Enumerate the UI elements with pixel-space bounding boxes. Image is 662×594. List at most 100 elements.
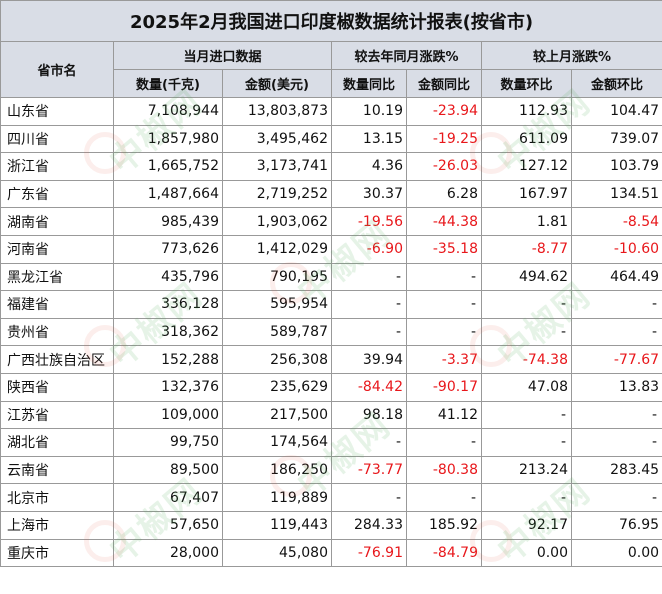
province-cell: 浙江省 bbox=[0, 152, 114, 181]
qty-cell: 318,362 bbox=[113, 317, 223, 347]
qty-yoy-cell: -73.77 bbox=[331, 455, 407, 485]
province-cell: 河南省 bbox=[0, 234, 114, 264]
province-cell: 北京市 bbox=[0, 483, 114, 512]
province-cell: 云南省 bbox=[0, 455, 114, 485]
qty-cell: 773,626 bbox=[113, 234, 223, 264]
amount-yoy-cell: -26.03 bbox=[406, 152, 482, 181]
table-row: 河南省 773,626 1,412,029 -6.90 -35.18 -8.77 -10.6… bbox=[0, 234, 662, 264]
province-cell: 广西壮族自治区 bbox=[0, 345, 114, 374]
table-row: 山东省 7,108,944 13,803,873 10.19 -23.94 112.93 1… bbox=[0, 97, 662, 126]
qty-mom-cell: - bbox=[481, 483, 572, 512]
amount-yoy-cell: - bbox=[406, 317, 482, 347]
amount-cell: 790,195 bbox=[222, 262, 332, 292]
table-row: 江苏省 109,000 217,500 98.18 41.12- - bbox=[0, 400, 662, 430]
qty-mom-cell: 167.97 bbox=[481, 179, 572, 209]
qty-yoy-cell: 30.37 bbox=[331, 179, 407, 209]
header-group-yoy: 较去年同月涨跌% bbox=[331, 41, 482, 70]
qty-mom-cell: 611.09 bbox=[481, 124, 572, 154]
qty-yoy-cell: - bbox=[331, 428, 407, 457]
qty-mom-cell: 0.00 bbox=[481, 538, 572, 568]
amount-mom-cell: - bbox=[570, 290, 662, 319]
header-qty-yoy: 数量同比 bbox=[331, 69, 407, 98]
province-cell: 四川省 bbox=[0, 124, 114, 154]
qty-cell: 7,108,944 bbox=[113, 97, 223, 126]
amount-mom-cell: -10.60 bbox=[570, 234, 662, 264]
province-cell: 黑龙江省 bbox=[0, 262, 114, 292]
table-row: 贵州省 318,362 589,787- - - - bbox=[0, 317, 662, 347]
qty-yoy-cell: - bbox=[331, 483, 407, 512]
amount-cell: 589,787 bbox=[222, 317, 332, 347]
header-group-mom: 较上月涨跌% bbox=[480, 41, 662, 70]
qty-cell: 28,000 bbox=[113, 538, 223, 568]
province-cell: 湖北省 bbox=[0, 428, 114, 457]
table-body: 山东省 7,108,944 13,803,873 10.19 -23.94 112.93 1… bbox=[0, 97, 662, 568]
qty-yoy-cell: 98.18 bbox=[331, 400, 407, 430]
amount-mom-cell: 103.79 bbox=[570, 152, 662, 181]
table-row: 广东省 1,487,664 2,719,252 30.37 6.28 167.97 134.… bbox=[0, 179, 662, 209]
amount-yoy-cell: - bbox=[406, 483, 482, 512]
qty-mom-cell: - bbox=[481, 317, 572, 347]
qty-yoy-cell: -76.91 bbox=[331, 538, 407, 568]
qty-cell: 132,376 bbox=[113, 372, 223, 402]
qty-mom-cell: -74.38 bbox=[481, 345, 572, 374]
province-cell: 福建省 bbox=[0, 290, 114, 319]
qty-cell: 336,128 bbox=[113, 290, 223, 319]
amount-yoy-cell: -84.79 bbox=[406, 538, 482, 568]
amount-yoy-cell: - bbox=[406, 290, 482, 319]
header-amount-mom: 金额环比 bbox=[570, 69, 662, 98]
amount-cell: 45,080 bbox=[222, 538, 332, 568]
qty-cell: 109,000 bbox=[113, 400, 223, 430]
amount-cell: 217,500 bbox=[222, 400, 332, 430]
qty-yoy-cell: 4.36 bbox=[331, 152, 407, 181]
amount-yoy-cell: -23.94 bbox=[406, 97, 482, 126]
amount-yoy-cell: -19.25 bbox=[406, 124, 482, 154]
amount-cell: 3,495,462 bbox=[222, 124, 332, 154]
header-qty-mom: 数量环比 bbox=[481, 69, 572, 98]
table-row: 重庆市 28,000 45,080 -76.91 -84.79 0.00 0.00 bbox=[0, 538, 662, 568]
qty-cell: 99,750 bbox=[113, 428, 223, 457]
province-cell: 江苏省 bbox=[0, 400, 114, 430]
amount-yoy-cell: 41.12 bbox=[406, 400, 482, 430]
amount-mom-cell: - bbox=[570, 317, 662, 347]
province-cell: 贵州省 bbox=[0, 317, 114, 347]
qty-cell: 1,487,664 bbox=[113, 179, 223, 209]
table-row: 浙江省 1,665,752 3,173,741 4.36 -26.03 127.12 103… bbox=[0, 152, 662, 181]
amount-cell: 595,954 bbox=[222, 290, 332, 319]
header-group-current: 当月进口数据 bbox=[113, 41, 332, 70]
qty-mom-cell: - bbox=[481, 400, 572, 430]
header-province: 省市名 bbox=[0, 41, 114, 98]
table-row: 湖北省 99,750 174,564- - - - bbox=[0, 428, 662, 457]
amount-mom-cell: -8.54 bbox=[570, 207, 662, 236]
qty-yoy-cell: -19.56 bbox=[331, 207, 407, 236]
amount-mom-cell: 464.49 bbox=[570, 262, 662, 292]
qty-yoy-cell: 284.33 bbox=[331, 510, 407, 540]
amount-yoy-cell: 6.28 bbox=[406, 179, 482, 209]
amount-mom-cell: 0.00 bbox=[570, 538, 662, 568]
amount-yoy-cell: -80.38 bbox=[406, 455, 482, 485]
qty-cell: 67,407 bbox=[113, 483, 223, 512]
table-row: 福建省 336,128 595,954- - - - bbox=[0, 290, 662, 319]
province-cell: 重庆市 bbox=[0, 538, 114, 568]
table-row: 云南省 89,500 186,250 -73.77 -80.38 213.24 283.45 bbox=[0, 455, 662, 485]
qty-mom-cell: 494.62 bbox=[481, 262, 572, 292]
qty-mom-cell: 127.12 bbox=[481, 152, 572, 181]
province-cell: 湖南省 bbox=[0, 207, 114, 236]
qty-mom-cell: -8.77 bbox=[481, 234, 572, 264]
amount-mom-cell: - bbox=[570, 428, 662, 457]
qty-mom-cell: - bbox=[481, 428, 572, 457]
amount-yoy-cell: -35.18 bbox=[406, 234, 482, 264]
qty-cell: 435,796 bbox=[113, 262, 223, 292]
amount-cell: 119,889 bbox=[222, 483, 332, 512]
amount-cell: 235,629 bbox=[222, 372, 332, 402]
qty-yoy-cell: - bbox=[331, 262, 407, 292]
header-qty: 数量(千克) bbox=[113, 69, 223, 98]
province-cell: 山东省 bbox=[0, 97, 114, 126]
amount-mom-cell: 13.83 bbox=[570, 372, 662, 402]
amount-mom-cell: 134.51 bbox=[570, 179, 662, 209]
amount-yoy-cell: -3.37 bbox=[406, 345, 482, 374]
amount-yoy-cell: 185.92 bbox=[406, 510, 482, 540]
table-row: 上海市 57,650 119,443 284.33 185.92 92.17 76.95 bbox=[0, 510, 662, 540]
amount-cell: 3,173,741 bbox=[222, 152, 332, 181]
amount-yoy-cell: - bbox=[406, 428, 482, 457]
province-cell: 上海市 bbox=[0, 510, 114, 540]
